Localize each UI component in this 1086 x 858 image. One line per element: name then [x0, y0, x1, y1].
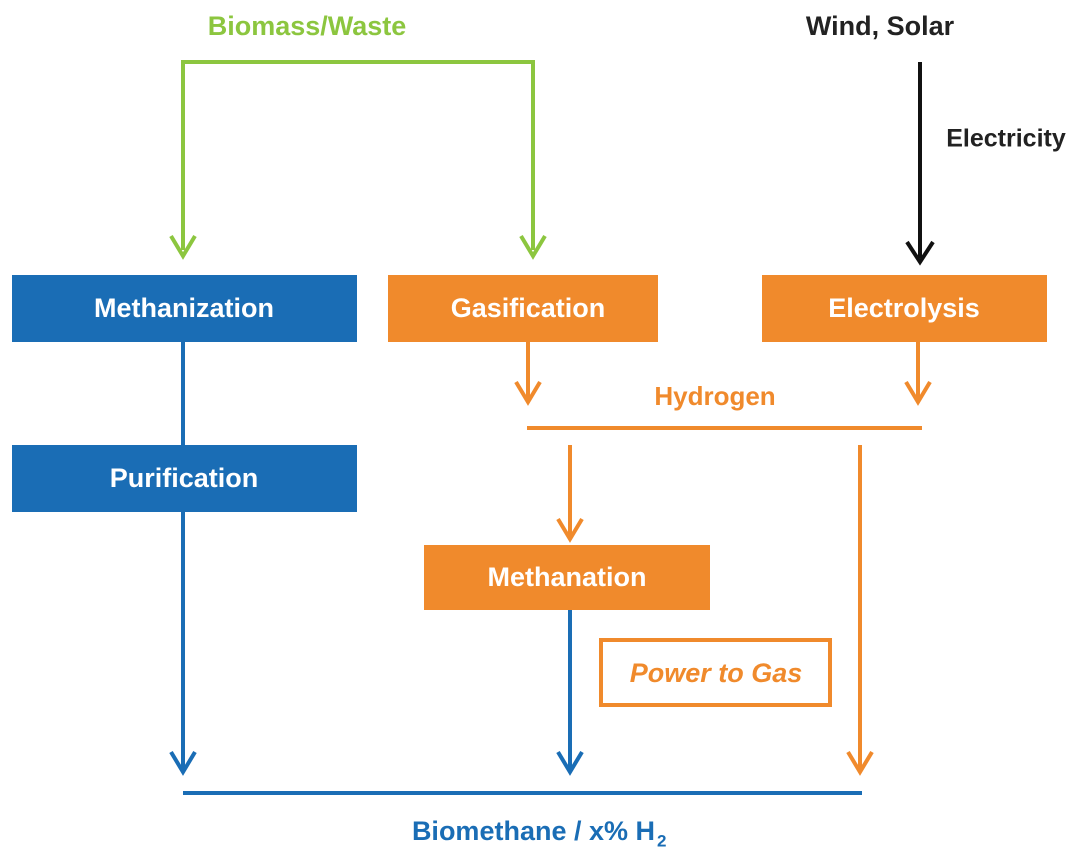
node-label: Gasification [451, 293, 606, 323]
biomass-connector [181, 60, 535, 250]
highlight-label: Power to Gas [630, 658, 803, 688]
node-label: Methanation [488, 562, 647, 592]
arrowhead [905, 240, 935, 266]
process-box [12, 275, 357, 342]
arrowhead [519, 234, 547, 260]
arrowhead [169, 750, 197, 776]
arrowhead [169, 234, 197, 260]
hydrogen-connectors [514, 342, 932, 776]
arrowhead [514, 380, 542, 406]
node-label: Purification [110, 463, 259, 493]
arrowhead [556, 517, 584, 543]
arrowhead [904, 380, 932, 406]
process-box [762, 275, 1047, 342]
source-label: Biomass/Waste [208, 11, 407, 41]
source-label: Wind, Solar [806, 11, 955, 41]
output-label: Biomethane / x% H [412, 816, 655, 846]
node-label: Electrolysis [828, 293, 980, 323]
highlight-box [599, 638, 832, 707]
arrowhead [846, 750, 874, 776]
node-label: Methanization [94, 293, 274, 323]
arrowhead [556, 750, 584, 776]
edge-label: Hydrogen [654, 381, 775, 411]
process-box [12, 445, 357, 512]
process-box [388, 275, 658, 342]
output-subscript: 2 [657, 831, 666, 850]
process-box [424, 545, 710, 610]
edge-label: Electricity [946, 125, 1066, 153]
